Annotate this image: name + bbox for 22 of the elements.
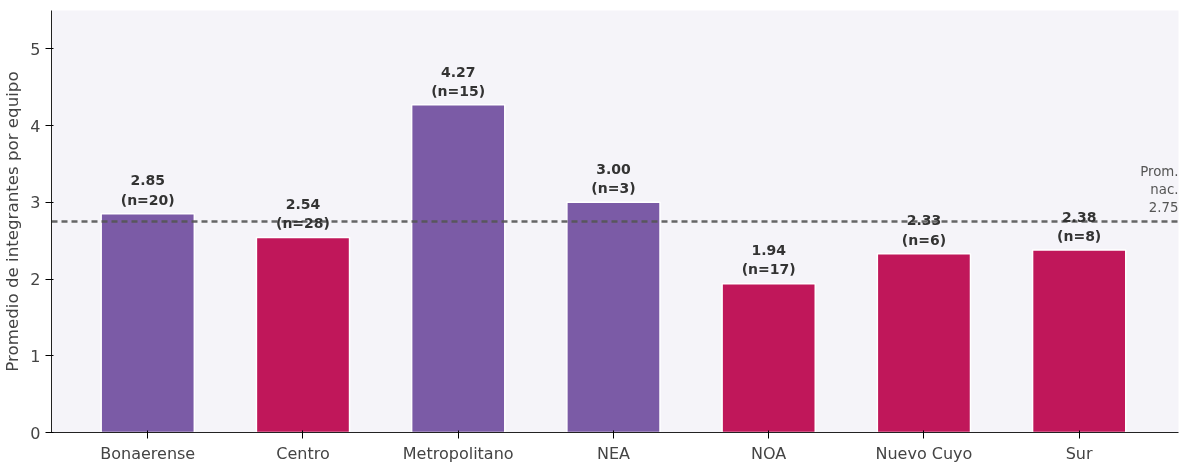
- y-tick-label: 1: [30, 346, 41, 366]
- x-tick-label: Sur: [1065, 443, 1094, 463]
- y-tick-label: 4: [30, 116, 41, 136]
- x-tick-label: NOA: [751, 443, 787, 463]
- x-tick-label: Metropolitano: [402, 443, 514, 463]
- ref-line-label: Prom. nac. 2.75: [1140, 164, 1179, 216]
- x-tick-label: Nuevo Cuyo: [875, 443, 973, 463]
- x-tick-label: Centro: [276, 443, 330, 463]
- data-label: 2.54 (n=28): [275, 196, 330, 232]
- y-axis-title: Promedio de integrantes por equipo: [3, 71, 23, 372]
- y-tick-label: 2: [30, 270, 41, 290]
- data-label: 4.27 (n=15): [431, 63, 486, 99]
- data-label: 2.85 (n=20): [120, 172, 175, 208]
- data-label: 1.94 (n=17): [741, 242, 796, 278]
- x-tick-label: NEA: [596, 443, 631, 463]
- y-tick-label: 0: [30, 423, 41, 443]
- x-tick-label: Bonaerense: [100, 443, 196, 463]
- y-tick-label: 5: [30, 39, 41, 59]
- data-label: 2.38 (n=8): [1057, 208, 1102, 244]
- data-label: 3.00 (n=3): [591, 160, 636, 197]
- data-label: 2.33 (n=6): [901, 212, 947, 248]
- y-tick-label: 3: [30, 193, 41, 213]
